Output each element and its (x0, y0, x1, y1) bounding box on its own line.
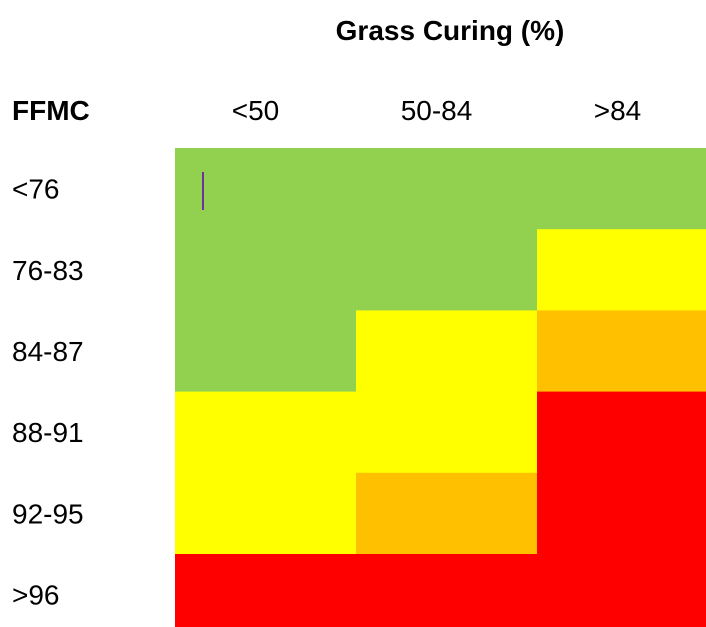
heatmap-cell-r0-c0 (175, 148, 357, 230)
row-tick-labels: <76 76-83 84-87 88-91 92-95 >96 (12, 174, 84, 611)
heatmap-cell-r1-c0 (175, 229, 357, 311)
heatmap-cell-r4-c0 (175, 472, 357, 555)
heatmap-cell-r5-c2 (537, 554, 706, 627)
heatmap-cell-r1-c1 (356, 229, 538, 311)
row-tick-label: 92-95 (12, 498, 84, 529)
heatmap-cell-r5-c1 (356, 554, 538, 627)
row-tick-label: 88-91 (12, 417, 84, 448)
heatmap-cell-r5-c0 (175, 554, 357, 627)
column-tick-labels: <50 50-84 >84 (232, 95, 642, 126)
heatmap-cell-r2-c2 (537, 310, 706, 393)
column-tick-label: <50 (232, 95, 280, 126)
heatmap-cell-r2-c0 (175, 310, 357, 393)
row-tick-label: >96 (12, 580, 60, 611)
heatmap-cell-r0-c1 (356, 148, 538, 230)
heatmap-cell-r3-c2 (537, 391, 706, 474)
heatmap-cell-r4-c1 (356, 472, 538, 555)
heatmap-cell-r4-c2 (537, 472, 706, 555)
row-tick-label: 76-83 (12, 255, 84, 286)
heatmap-cell-r2-c1 (356, 310, 538, 393)
column-tick-label: 50-84 (401, 95, 473, 126)
heatmap-cell-r1-c2 (537, 229, 706, 311)
heatmap-cell-r0-c2 (537, 148, 706, 230)
column-tick-label: >84 (594, 95, 642, 126)
row-tick-label: 84-87 (12, 336, 84, 367)
row-axis-title: FFMC (12, 95, 90, 126)
heatmap-cell-r3-c0 (175, 391, 357, 474)
column-axis-title: Grass Curing (%) (336, 15, 565, 46)
heatmap-cell-r3-c1 (356, 391, 538, 474)
row-tick-label: <76 (12, 174, 60, 205)
heatmap-cells (175, 148, 706, 627)
